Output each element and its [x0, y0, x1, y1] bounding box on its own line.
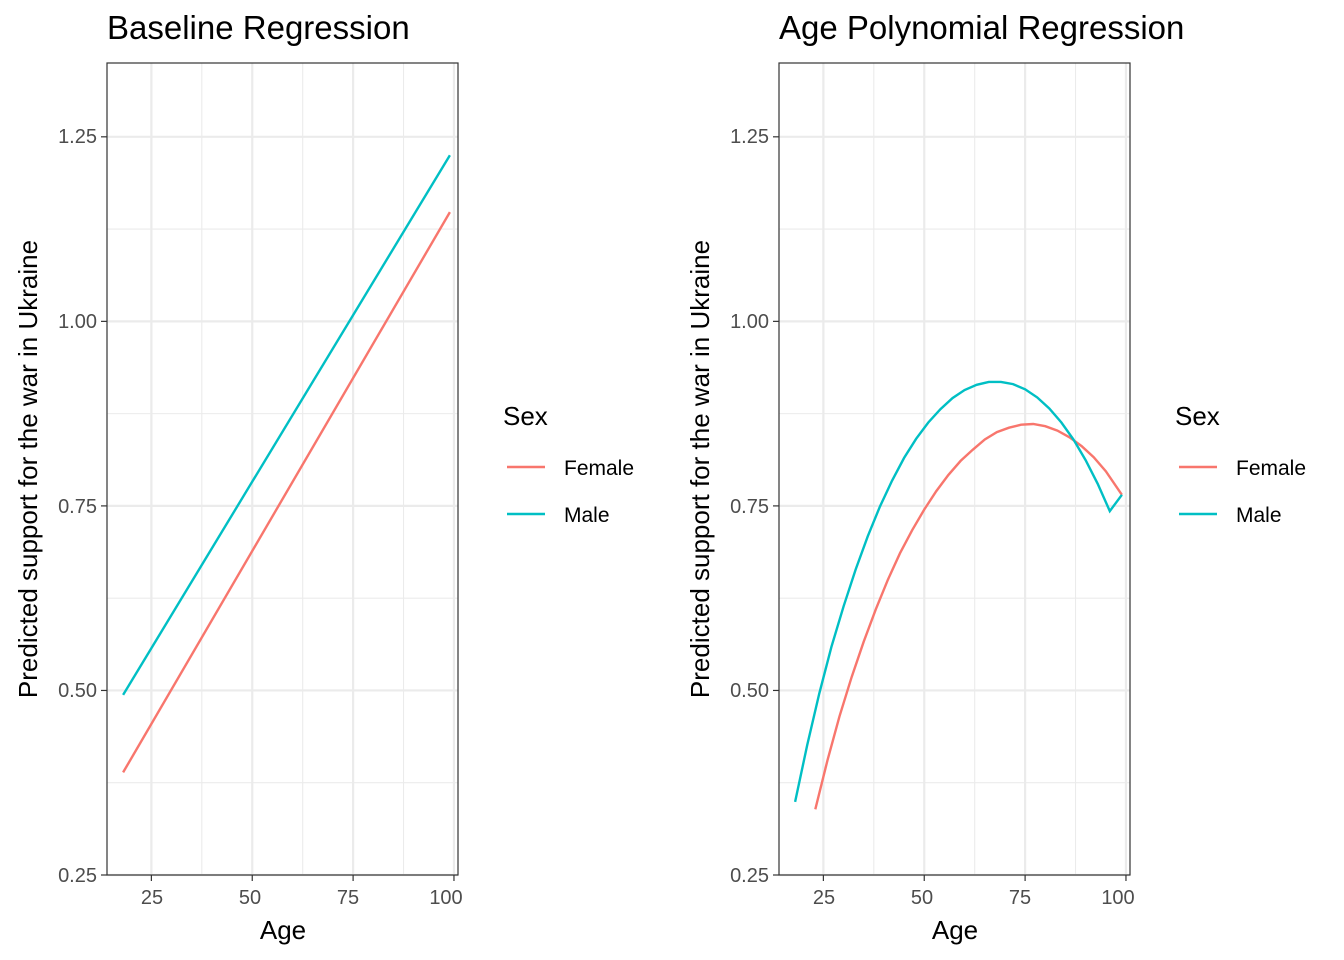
chart-title: Age Polynomial Regression [779, 9, 1184, 46]
y-tick-label-1.25: 1.25 [58, 126, 97, 148]
y-tick-label-1.00: 1.00 [730, 311, 769, 333]
x-axis-title: Age [260, 915, 306, 945]
legend: Sex Female Male [503, 401, 634, 527]
y-tick-label-1.25: 1.25 [730, 126, 769, 148]
axis-ticks [101, 136, 455, 881]
legend-label-male: Male [564, 504, 610, 527]
legend-label-male: Male [1236, 504, 1282, 527]
series-line-male [793, 380, 1123, 803]
x-tick-label-25: 25 [141, 887, 163, 909]
legend-title: Sex [503, 401, 548, 431]
axis-ticks [773, 136, 1127, 881]
y-tick-label-1.00: 1.00 [58, 311, 97, 333]
chart-title: Baseline Regression [107, 9, 410, 46]
legend-label-female: Female [1236, 457, 1306, 480]
age-polynomial-regression-plot: Age Polynomial Regression 0.25 0.50 0.75… [685, 9, 1306, 945]
x-tick-label-50: 50 [239, 887, 261, 909]
y-axis-title: Predicted support for the war in Ukraine [685, 240, 715, 698]
legend-label-female: Female [564, 457, 634, 480]
y-tick-label-0.25: 0.25 [58, 865, 97, 887]
y-axis-title: Predicted support for the war in Ukraine [13, 240, 43, 698]
panel-border [778, 62, 1131, 876]
legend: Sex Female Male [1175, 401, 1306, 527]
y-tick-label-0.75: 0.75 [730, 496, 769, 518]
baseline-regression-plot: Baseline Regression 0.25 0.50 0.75 1.00 … [13, 9, 634, 945]
series-line-female [814, 422, 1123, 810]
series-line-male [122, 154, 451, 696]
y-tick-label-0.50: 0.50 [730, 680, 769, 702]
series-lines [122, 154, 451, 774]
legend-title: Sex [1175, 401, 1220, 431]
x-tick-label-75: 75 [337, 887, 359, 909]
x-tick-label-100: 100 [429, 887, 462, 909]
series-line-female [122, 211, 451, 774]
x-tick-label-25: 25 [813, 887, 835, 909]
series-lines [793, 380, 1123, 810]
x-axis-title: Age [932, 915, 978, 945]
x-tick-label-100: 100 [1101, 887, 1134, 909]
gridlines [107, 63, 458, 877]
panel-border [106, 62, 459, 876]
gridlines [779, 63, 1130, 877]
y-tick-label-0.75: 0.75 [58, 496, 97, 518]
x-tick-label-75: 75 [1009, 887, 1031, 909]
x-tick-label-50: 50 [911, 887, 933, 909]
y-tick-label-0.50: 0.50 [58, 680, 97, 702]
y-tick-label-0.25: 0.25 [730, 865, 769, 887]
